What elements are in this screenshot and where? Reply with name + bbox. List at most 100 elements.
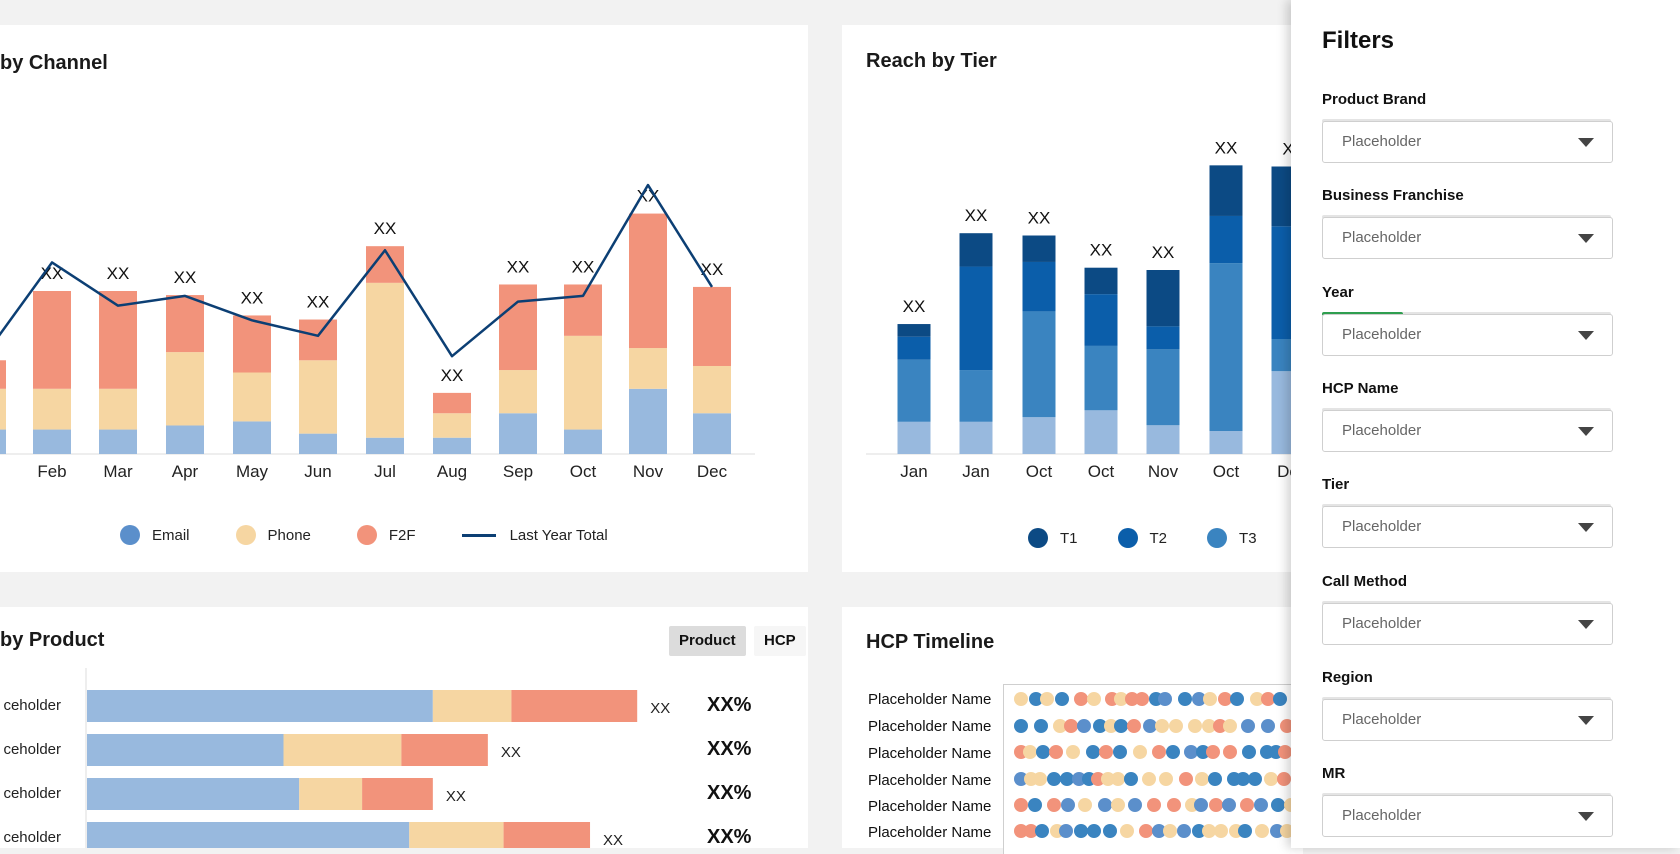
hbar-segment-phone bbox=[299, 778, 362, 810]
timeline-event-dot bbox=[1240, 798, 1254, 812]
bar-segment-t4 bbox=[898, 422, 931, 454]
timeline-event-dot bbox=[1023, 745, 1037, 759]
chevron-down-icon[interactable] bbox=[1578, 331, 1594, 340]
timeline-event-dot bbox=[1099, 745, 1113, 759]
legend-t3[interactable]: T3 bbox=[1207, 528, 1257, 548]
hbar-value: XX bbox=[603, 832, 623, 848]
chevron-down-icon[interactable] bbox=[1578, 138, 1594, 147]
timeline-event-dot bbox=[1014, 692, 1028, 706]
product-row-label: ceholder bbox=[3, 741, 61, 758]
data-label: XX bbox=[572, 257, 595, 276]
timeline-event-dot bbox=[1087, 824, 1101, 838]
timeline-event-dot bbox=[1147, 798, 1161, 812]
timeline-event-dot bbox=[1188, 719, 1202, 733]
legend-last-year[interactable]: Last Year Total bbox=[462, 527, 608, 544]
product-row-percent: XX% bbox=[707, 782, 751, 805]
timeline-name: Placeholder Name bbox=[868, 798, 991, 815]
f2f-swatch bbox=[357, 525, 377, 545]
timeline-event-dot bbox=[1014, 719, 1028, 733]
bar-segment-f2f bbox=[629, 214, 667, 348]
timeline-event-dot bbox=[1155, 719, 1169, 733]
timeline-event-dot bbox=[1133, 745, 1147, 759]
bar-segment-t3 bbox=[960, 370, 993, 422]
legend-t2[interactable]: T2 bbox=[1118, 528, 1168, 548]
data-label: XX bbox=[307, 293, 330, 312]
legend-phone[interactable]: Phone bbox=[236, 525, 311, 545]
timeline-event-dot bbox=[1034, 719, 1048, 733]
chevron-down-icon[interactable] bbox=[1578, 812, 1594, 821]
timeline-event-dot bbox=[1128, 798, 1142, 812]
chevron-down-icon[interactable] bbox=[1578, 716, 1594, 725]
timeline-event-dot bbox=[1163, 824, 1177, 838]
filter-dropdown-placeholder: Placeholder bbox=[1342, 518, 1421, 535]
legend-f2f-label: F2F bbox=[389, 527, 416, 544]
product-row-percent: XX% bbox=[707, 738, 751, 761]
timeline-event-dot bbox=[1124, 772, 1138, 786]
timeline-event-dot bbox=[1103, 824, 1117, 838]
filter-dropdown[interactable]: Placeholder bbox=[1322, 699, 1613, 741]
timeline-event-dot bbox=[1014, 798, 1028, 812]
timeline-event-dot bbox=[1169, 719, 1183, 733]
legend-f2f[interactable]: F2F bbox=[357, 525, 416, 545]
filter-dropdown[interactable]: Placeholder bbox=[1322, 795, 1613, 837]
bar-segment-email bbox=[299, 434, 337, 454]
timeline-event-dot bbox=[1111, 798, 1125, 812]
filter-dropdown[interactable]: Placeholder bbox=[1322, 410, 1613, 452]
timeline-event-dot bbox=[1177, 824, 1191, 838]
timeline-event-dot bbox=[1271, 798, 1285, 812]
bar-segment-f2f bbox=[166, 295, 204, 352]
timeline-event-dot bbox=[1098, 798, 1112, 812]
timeline-event-dot bbox=[1047, 772, 1061, 786]
filter-dropdown[interactable]: Placeholder bbox=[1322, 217, 1613, 259]
legend-email[interactable]: Email bbox=[120, 525, 190, 545]
timeline-event-dot bbox=[1264, 772, 1278, 786]
timeline-event-dot bbox=[1142, 772, 1156, 786]
data-label: XX bbox=[1028, 209, 1051, 228]
email-swatch bbox=[120, 525, 140, 545]
timeline-event-dot bbox=[1061, 798, 1075, 812]
timeline-event-dot bbox=[1120, 824, 1134, 838]
timeline-event-dot bbox=[1184, 745, 1198, 759]
timeline-name: Placeholder Name bbox=[868, 691, 991, 708]
timeline-event-dot bbox=[1113, 745, 1127, 759]
product-row-label: ceholder bbox=[3, 829, 61, 846]
chevron-down-icon[interactable] bbox=[1578, 427, 1594, 436]
bar-segment-t1 bbox=[1210, 165, 1243, 216]
x-tick-label: Nov bbox=[1148, 462, 1179, 481]
product-row-percent: XX% bbox=[707, 826, 751, 849]
bar-segment-email bbox=[166, 425, 204, 454]
filter-dropdown[interactable]: Placeholder bbox=[1322, 121, 1613, 163]
x-tick-label: Dec bbox=[697, 462, 728, 481]
bar-segment-phone bbox=[564, 336, 602, 430]
timeline-name: Placeholder Name bbox=[868, 772, 991, 789]
bar-segment-f2f bbox=[499, 284, 537, 370]
timeline-event-dot bbox=[1218, 692, 1232, 706]
bar-segment-email bbox=[629, 389, 667, 454]
filter-dropdown[interactable]: Placeholder bbox=[1322, 603, 1613, 645]
timeline-event-dot bbox=[1055, 692, 1069, 706]
data-label: XX bbox=[507, 257, 530, 276]
filters-title: Filters bbox=[1322, 27, 1394, 55]
timeline-event-dot bbox=[1208, 772, 1222, 786]
bar-segment-t4 bbox=[960, 422, 993, 454]
filter-dropdown[interactable]: Placeholder bbox=[1322, 314, 1613, 356]
timeline-event-dot bbox=[1077, 719, 1091, 733]
chevron-down-icon[interactable] bbox=[1578, 620, 1594, 629]
toggle-product-button[interactable]: Product bbox=[669, 626, 746, 656]
timeline-event-dot bbox=[1166, 745, 1180, 759]
timeline-event-dot bbox=[1143, 719, 1157, 733]
chevron-down-icon[interactable] bbox=[1578, 234, 1594, 243]
timeline-event-dot bbox=[1273, 692, 1287, 706]
bar-segment-t1 bbox=[898, 324, 931, 337]
filter-dropdown[interactable]: Placeholder bbox=[1322, 506, 1613, 548]
legend-t2-label: T2 bbox=[1150, 530, 1168, 547]
timeline-event-dot bbox=[1152, 745, 1166, 759]
hbar-value: XX bbox=[650, 700, 670, 717]
toggle-hcp-button[interactable]: HCP bbox=[754, 626, 806, 656]
chevron-down-icon[interactable] bbox=[1578, 523, 1594, 532]
timeline-event-dot bbox=[1278, 745, 1292, 759]
timeline-event-dot bbox=[1047, 798, 1061, 812]
legend-t1[interactable]: T1 bbox=[1028, 528, 1078, 548]
